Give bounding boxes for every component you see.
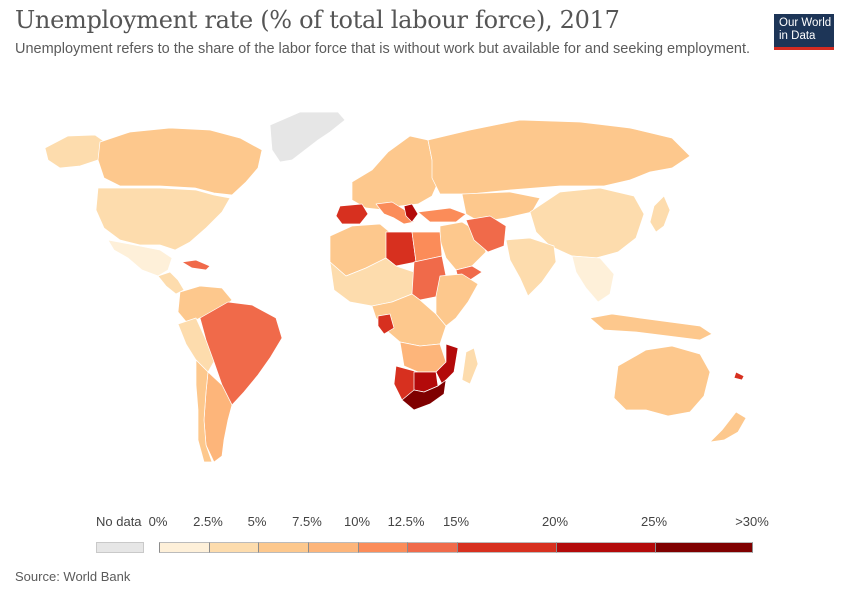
legend-no-data-label: No data bbox=[96, 514, 142, 529]
region-turkey[interactable] bbox=[417, 207, 467, 223]
region-indonesia[interactable] bbox=[589, 313, 713, 341]
legend-tick-8: 25% bbox=[640, 514, 668, 529]
legend-tick-9: >30% bbox=[735, 514, 769, 529]
region-central-america[interactable] bbox=[157, 271, 185, 295]
region-spain[interactable] bbox=[335, 203, 369, 225]
legend-tick-6: 15% bbox=[442, 514, 470, 529]
region-southern-europe[interactable] bbox=[375, 201, 415, 225]
region-peru-bolivia[interactable] bbox=[177, 317, 217, 373]
legend-tick-5: 12.5% bbox=[387, 514, 425, 529]
chart-title: Unemployment rate (% of total labour for… bbox=[15, 6, 620, 34]
legend-bin-3[interactable] bbox=[308, 542, 358, 553]
legend-tick-1: 2.5% bbox=[193, 514, 223, 529]
legend-tick-7: 20% bbox=[541, 514, 569, 529]
region-mexico[interactable] bbox=[107, 239, 173, 277]
region-caribbean[interactable] bbox=[181, 259, 211, 271]
legend-tick-2: 5% bbox=[247, 514, 267, 529]
legend-bin-0[interactable] bbox=[159, 542, 209, 553]
region-europe[interactable] bbox=[351, 135, 441, 211]
legend-no-data-swatch[interactable] bbox=[96, 542, 144, 553]
world-map[interactable] bbox=[0, 95, 850, 510]
region-southeast-asia[interactable] bbox=[571, 255, 615, 303]
region-south-africa[interactable] bbox=[401, 379, 447, 411]
logo-line-1: Our World bbox=[779, 17, 832, 29]
region-chile[interactable] bbox=[195, 359, 213, 463]
region-central-asia[interactable] bbox=[461, 191, 541, 223]
region-madagascar[interactable] bbox=[461, 347, 479, 385]
region-gabon[interactable] bbox=[377, 313, 395, 335]
region-russia[interactable] bbox=[427, 119, 691, 195]
owid-logo[interactable]: Our World in Data bbox=[774, 14, 834, 50]
region-brazil[interactable] bbox=[199, 301, 283, 406]
legend-tick-4: 10% bbox=[343, 514, 371, 529]
legend-bin-7[interactable] bbox=[556, 542, 655, 553]
region-new-zealand[interactable] bbox=[709, 411, 747, 443]
region-southern-africa-mid[interactable] bbox=[399, 341, 447, 373]
legend-bin-8[interactable] bbox=[655, 542, 753, 553]
region-india[interactable] bbox=[505, 237, 557, 297]
region-east-africa[interactable] bbox=[435, 273, 479, 327]
color-legend: No data 0% 2.5% 5% 7.5% 10% 12.5% 15% 20… bbox=[0, 510, 850, 560]
source-note[interactable]: Source: World Bank bbox=[15, 569, 131, 584]
region-alaska[interactable] bbox=[44, 134, 106, 169]
legend-bin-6[interactable] bbox=[457, 542, 556, 553]
logo-line-2: in Data bbox=[779, 30, 816, 42]
region-canada[interactable] bbox=[97, 127, 263, 196]
region-balkans[interactable] bbox=[403, 203, 419, 223]
region-iran[interactable] bbox=[465, 215, 507, 253]
legend-bin-4[interactable] bbox=[358, 542, 407, 553]
legend-tick-0: 0% bbox=[148, 514, 168, 529]
legend-bin-5[interactable] bbox=[407, 542, 457, 553]
region-australia[interactable] bbox=[613, 345, 711, 417]
region-usa[interactable] bbox=[95, 187, 231, 251]
region-japan[interactable] bbox=[649, 195, 671, 233]
chart-subtitle: Unemployment refers to the share of the … bbox=[15, 41, 751, 57]
region-libya[interactable] bbox=[385, 231, 417, 267]
legend-bin-2[interactable] bbox=[258, 542, 308, 553]
region-new-caledonia[interactable] bbox=[733, 371, 745, 381]
legend-bin-1[interactable] bbox=[209, 542, 258, 553]
region-greenland[interactable] bbox=[269, 111, 346, 163]
legend-tick-3: 7.5% bbox=[292, 514, 322, 529]
